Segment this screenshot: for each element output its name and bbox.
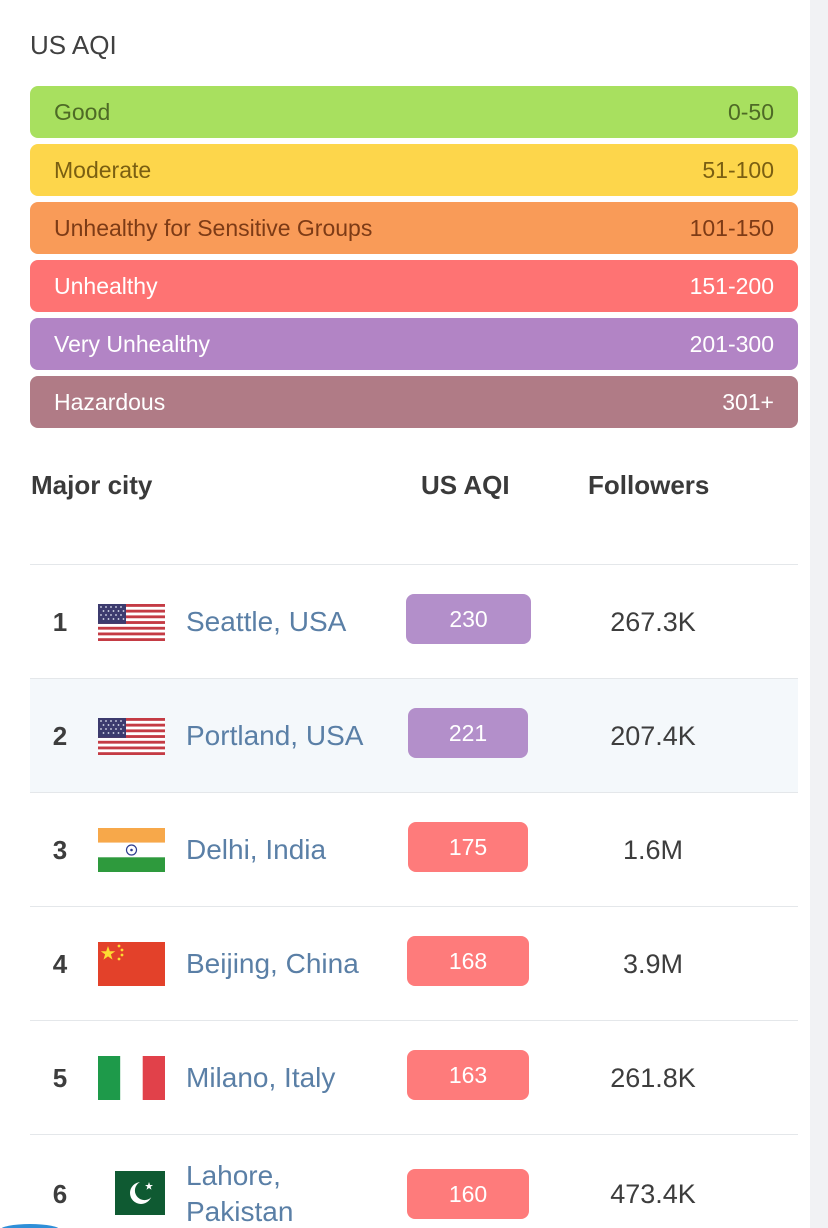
city-ranking-table: 1 Seattle, USA 230 267	[30, 564, 798, 1228]
scale-level-moderate: Moderate 51-100	[30, 144, 798, 196]
rank: 1	[52, 607, 68, 637]
level-label: Moderate	[54, 156, 152, 183]
aqi-badge: 160	[407, 1169, 529, 1219]
scale-level-hazardous: Hazardous 301+	[30, 376, 798, 428]
scale-level-very-unhealthy: Very Unhealthy 201-300	[30, 318, 798, 370]
level-label: Unhealthy	[54, 272, 158, 299]
header-city: Major city	[31, 470, 153, 500]
followers-count: 207.4K	[610, 721, 696, 751]
india-flag-icon	[98, 828, 165, 872]
table-row[interactable]: 1 Seattle, USA 230 267	[30, 564, 798, 678]
followers-count: 3.9M	[622, 949, 684, 979]
aqi-badge: 175	[408, 822, 528, 872]
table-row[interactable]: 2 Portland, USA 221 20	[30, 678, 798, 792]
aqi-badge: 163	[407, 1050, 529, 1100]
table-header: Major city US AQI Followers	[0, 470, 810, 506]
rank: 2	[52, 721, 68, 751]
level-label: Hazardous	[54, 388, 166, 415]
usa-flag-icon	[98, 604, 165, 641]
scale-title: US AQI	[30, 30, 117, 60]
rank: 6	[52, 1179, 68, 1209]
usa-flag-icon	[98, 718, 165, 755]
table-row[interactable]: 4 Beijing, China 168 3.9M	[30, 906, 798, 1020]
rank: 5	[52, 1063, 68, 1093]
level-label: Very Unhealthy	[54, 330, 210, 357]
followers-count: 1.6M	[622, 835, 684, 865]
scale-level-unhealthy: Unhealthy 151-200	[30, 260, 798, 312]
level-label: Unhealthy for Sensitive Groups	[54, 214, 373, 241]
rank: 3	[52, 835, 68, 865]
level-range: 101-150	[689, 214, 774, 241]
table-row[interactable]: 3 Delhi, India 175 1.6M	[30, 792, 798, 906]
city-link[interactable]: Lahore, Pakistan	[186, 1160, 294, 1227]
aqi-badge: 221	[408, 708, 528, 758]
scrollbar-track	[810, 0, 828, 1228]
followers-count: 473.4K	[610, 1179, 696, 1209]
city-link[interactable]: Delhi, India	[186, 834, 327, 865]
level-range: 51-100	[702, 156, 774, 183]
scale-level-sensitive: Unhealthy for Sensitive Groups 101-150	[30, 202, 798, 254]
china-flag-icon	[98, 942, 165, 986]
level-range: 301+	[722, 388, 774, 415]
aqi-badge: 168	[407, 936, 529, 986]
level-range: 0-50	[727, 98, 774, 125]
city-link[interactable]: Beijing, China	[186, 948, 359, 979]
aqi-scale: Good 0-50 Moderate 51-100 Unhealthy for …	[30, 86, 798, 434]
level-label: Good	[54, 98, 111, 125]
table-row[interactable]: 6 Lahore, Pakistan 160 473.4K	[30, 1134, 798, 1228]
aqi-badge: 230	[406, 594, 531, 644]
level-range: 151-200	[689, 272, 774, 299]
header-aqi[interactable]: US AQI	[421, 470, 510, 500]
followers-count: 267.3K	[610, 607, 696, 637]
level-range: 201-300	[689, 330, 774, 357]
floating-button-edge[interactable]	[0, 1224, 60, 1228]
pakistan-flag-icon	[115, 1171, 165, 1215]
city-link[interactable]: Portland, USA	[186, 720, 364, 751]
city-link[interactable]: Seattle, USA	[186, 606, 347, 637]
scale-level-good: Good 0-50	[30, 86, 798, 138]
followers-count: 261.8K	[610, 1063, 696, 1093]
rank: 4	[52, 949, 68, 979]
italy-flag-icon	[98, 1056, 165, 1100]
header-followers[interactable]: Followers	[588, 470, 710, 500]
city-link[interactable]: Milano, Italy	[186, 1062, 336, 1093]
table-row[interactable]: 5 Milano, Italy 163 261.8K	[30, 1020, 798, 1134]
